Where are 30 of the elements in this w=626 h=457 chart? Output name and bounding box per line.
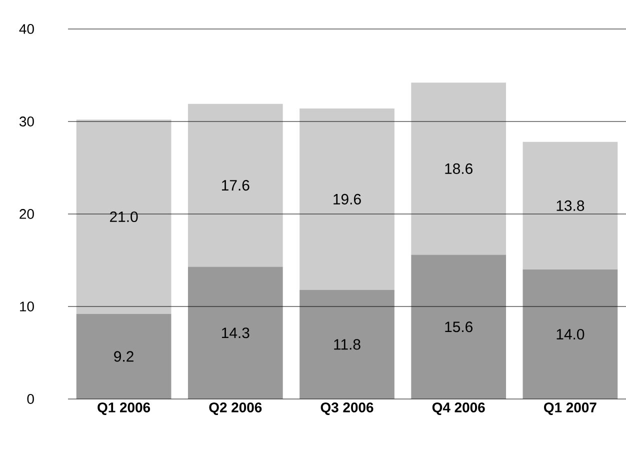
- x-tick-label: Q3 2006: [320, 402, 374, 416]
- bar: [411, 82, 506, 255]
- data-label: 9.2: [114, 351, 134, 362]
- data-label: 15.6: [445, 322, 472, 332]
- data-label: 19.6: [334, 194, 361, 204]
- y-tick-label: 40: [19, 24, 34, 34]
- x-tick-label: Q4 2006: [432, 402, 485, 416]
- y-tick-label: 0: [27, 394, 34, 404]
- bar: [411, 254, 506, 399]
- bar: [522, 142, 618, 270]
- data-label: 11.8: [334, 339, 360, 350]
- x-tick-label: Q2 2006: [209, 402, 262, 416]
- data-label: 14.3: [222, 328, 250, 338]
- y-tick-label: 20: [20, 209, 34, 219]
- data-label: 14.0: [556, 328, 584, 340]
- bar: [76, 120, 172, 314]
- data-label: 21.0: [110, 211, 138, 222]
- bar: [522, 269, 618, 399]
- y-tick-label: 10: [20, 302, 34, 312]
- bar: [300, 108, 394, 290]
- data-label: 13.8: [556, 200, 584, 211]
- data-label: 17.6: [222, 180, 250, 191]
- x-tick-label: Q1 2006: [98, 402, 150, 416]
- bar: [188, 266, 283, 399]
- y-tick-label: 30: [19, 116, 34, 126]
- data-label: 18.6: [445, 163, 472, 174]
- x-tick-label: Q1 2007: [544, 402, 596, 416]
- bar: [300, 290, 394, 399]
- bar: [188, 104, 283, 267]
- bar: [76, 314, 172, 399]
